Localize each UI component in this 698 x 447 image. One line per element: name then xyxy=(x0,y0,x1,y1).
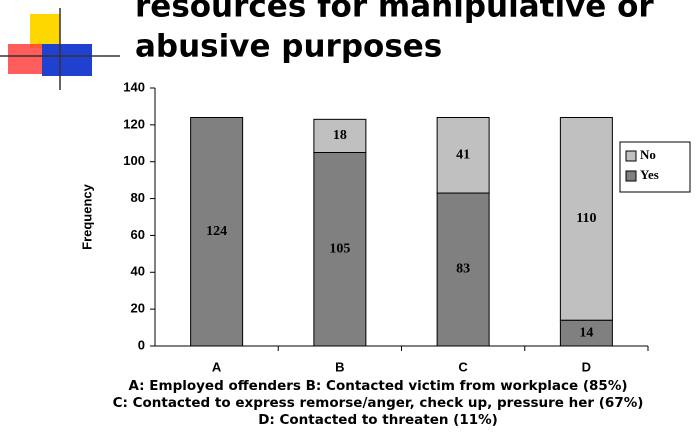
value-label: 124 xyxy=(206,224,227,239)
value-label: 14 xyxy=(579,325,593,340)
value-label: 41 xyxy=(456,147,470,162)
x-tick-label: D xyxy=(582,359,591,374)
value-label: 105 xyxy=(329,241,350,256)
deco-square xyxy=(8,44,46,74)
deco-square xyxy=(30,14,60,48)
y-tick-label: 0 xyxy=(138,337,145,352)
x-tick-label: C xyxy=(458,359,468,374)
title-line: abusive purposes xyxy=(135,29,442,65)
y-tick-label: 140 xyxy=(123,79,145,94)
x-tick-label: A xyxy=(212,359,222,374)
y-tick-label: 20 xyxy=(131,301,145,316)
legend-label: No xyxy=(640,147,656,162)
legend-swatch xyxy=(626,171,636,181)
y-tick-label: 80 xyxy=(131,190,145,205)
deco-square xyxy=(42,44,92,76)
x-tick-label: B xyxy=(335,359,344,374)
footnote: A: Employed offenders B: Contacted victi… xyxy=(128,378,627,394)
footnote: C: Contacted to express remorse/anger, c… xyxy=(113,395,644,411)
slide: resources for manipulative or abusive pu… xyxy=(0,0,698,447)
legend-label: Yes xyxy=(640,167,659,182)
y-axis-label: Frequency xyxy=(79,183,94,250)
y-tick-label: 100 xyxy=(123,153,145,168)
footnote: D: Contacted to threaten (11%) xyxy=(258,412,498,428)
y-tick-label: 120 xyxy=(123,116,145,131)
value-label: 110 xyxy=(576,211,596,226)
legend-swatch xyxy=(626,151,636,161)
value-label: 18 xyxy=(333,128,347,143)
value-label: 83 xyxy=(456,262,470,277)
y-tick-label: 40 xyxy=(131,264,145,279)
y-tick-label: 60 xyxy=(131,227,145,242)
title-line: resources for manipulative or xyxy=(135,0,654,25)
